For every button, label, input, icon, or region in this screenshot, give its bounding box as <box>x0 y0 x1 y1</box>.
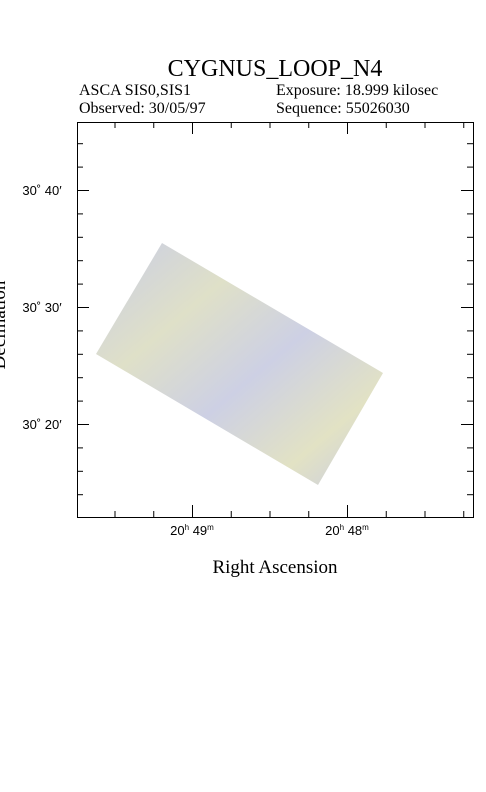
ticks <box>77 122 473 517</box>
instrument: ASCA SIS0,SIS1 <box>79 82 191 99</box>
plot-frame <box>77 122 474 518</box>
exposure: Exposure: 18.999 kilosec <box>276 82 438 99</box>
x-tick-label: 20h 48m <box>325 523 369 538</box>
y-axis-label: Declination <box>0 280 10 369</box>
y-tick-label: 30˚ 30′ <box>22 300 62 315</box>
title: CYGNUS_LOOP_N4 <box>168 56 383 82</box>
sequence: Sequence: 55026030 <box>276 100 410 117</box>
y-tick-label: 30˚ 40′ <box>22 183 62 198</box>
x-axis-label: Right Ascension <box>212 557 338 578</box>
observed: Observed: 30/05/97 <box>79 100 206 117</box>
y-tick-label: 30˚ 20′ <box>22 417 62 432</box>
image <box>96 243 383 485</box>
x-tick-label: 20h 49m <box>170 523 214 538</box>
